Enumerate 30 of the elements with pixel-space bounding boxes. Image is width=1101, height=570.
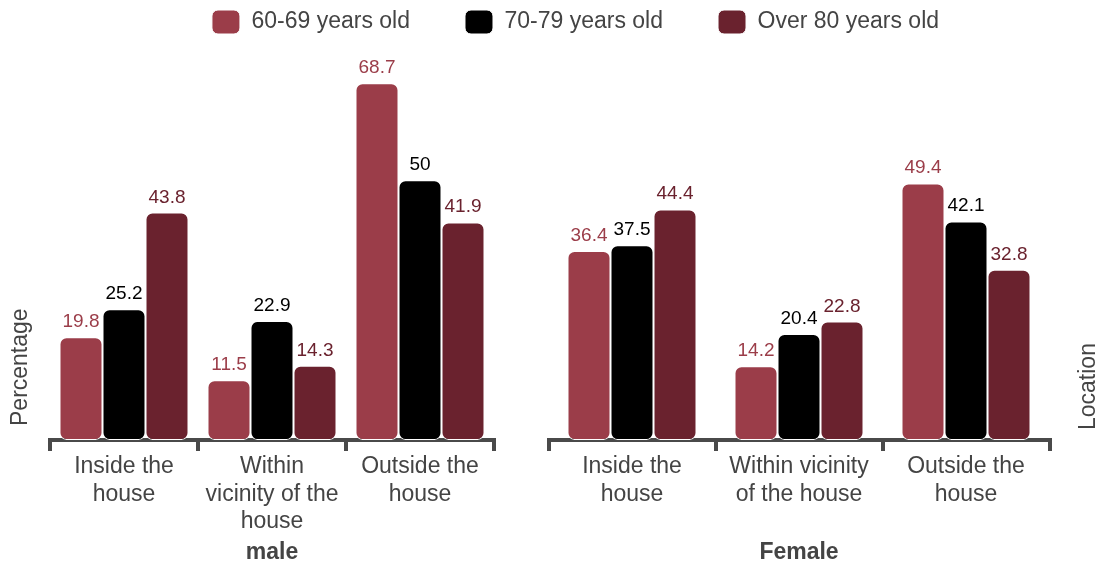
data-label: 41.9 — [444, 195, 482, 217]
data-label: 22.9 — [253, 294, 291, 316]
y-axis-title: Percentage — [6, 308, 33, 426]
legend-label: 60-69 years old — [251, 7, 410, 34]
data-label: 22.8 — [823, 294, 861, 316]
data-label: 14.3 — [296, 338, 334, 360]
x-tick-label: Inside the house — [582, 452, 682, 506]
x-axis-title: male — [245, 537, 299, 564]
data-label: 44.4 — [656, 182, 694, 204]
data-label: 36.4 — [570, 223, 608, 245]
x-tick-label: Outside the house — [361, 452, 479, 506]
legend-label: 70-79 years old — [504, 7, 664, 34]
data-label: 42.1 — [947, 194, 985, 216]
y2-axis-title: Location — [1073, 343, 1100, 430]
data-label: 68.7 — [358, 56, 396, 78]
legend-label: Over 80 years old — [757, 7, 940, 34]
x-tick-label: Within vicinity of the house — [729, 452, 870, 506]
data-label: 19.8 — [62, 310, 100, 332]
data-label: 43.8 — [148, 185, 186, 207]
data-label: 11.5 — [211, 353, 247, 375]
data-label: 49.4 — [904, 156, 942, 178]
data-label: 50 — [409, 153, 431, 175]
x-tick-label: Outside the house — [907, 452, 1025, 506]
x-axis-title: Female — [759, 537, 839, 564]
data-label: 25.2 — [105, 282, 143, 304]
x-tick-label: Inside the house — [74, 452, 174, 506]
data-label: 14.2 — [737, 339, 775, 361]
data-label: 20.4 — [780, 307, 818, 329]
data-label: 37.5 — [613, 218, 651, 240]
data-label: 32.8 — [990, 242, 1028, 264]
